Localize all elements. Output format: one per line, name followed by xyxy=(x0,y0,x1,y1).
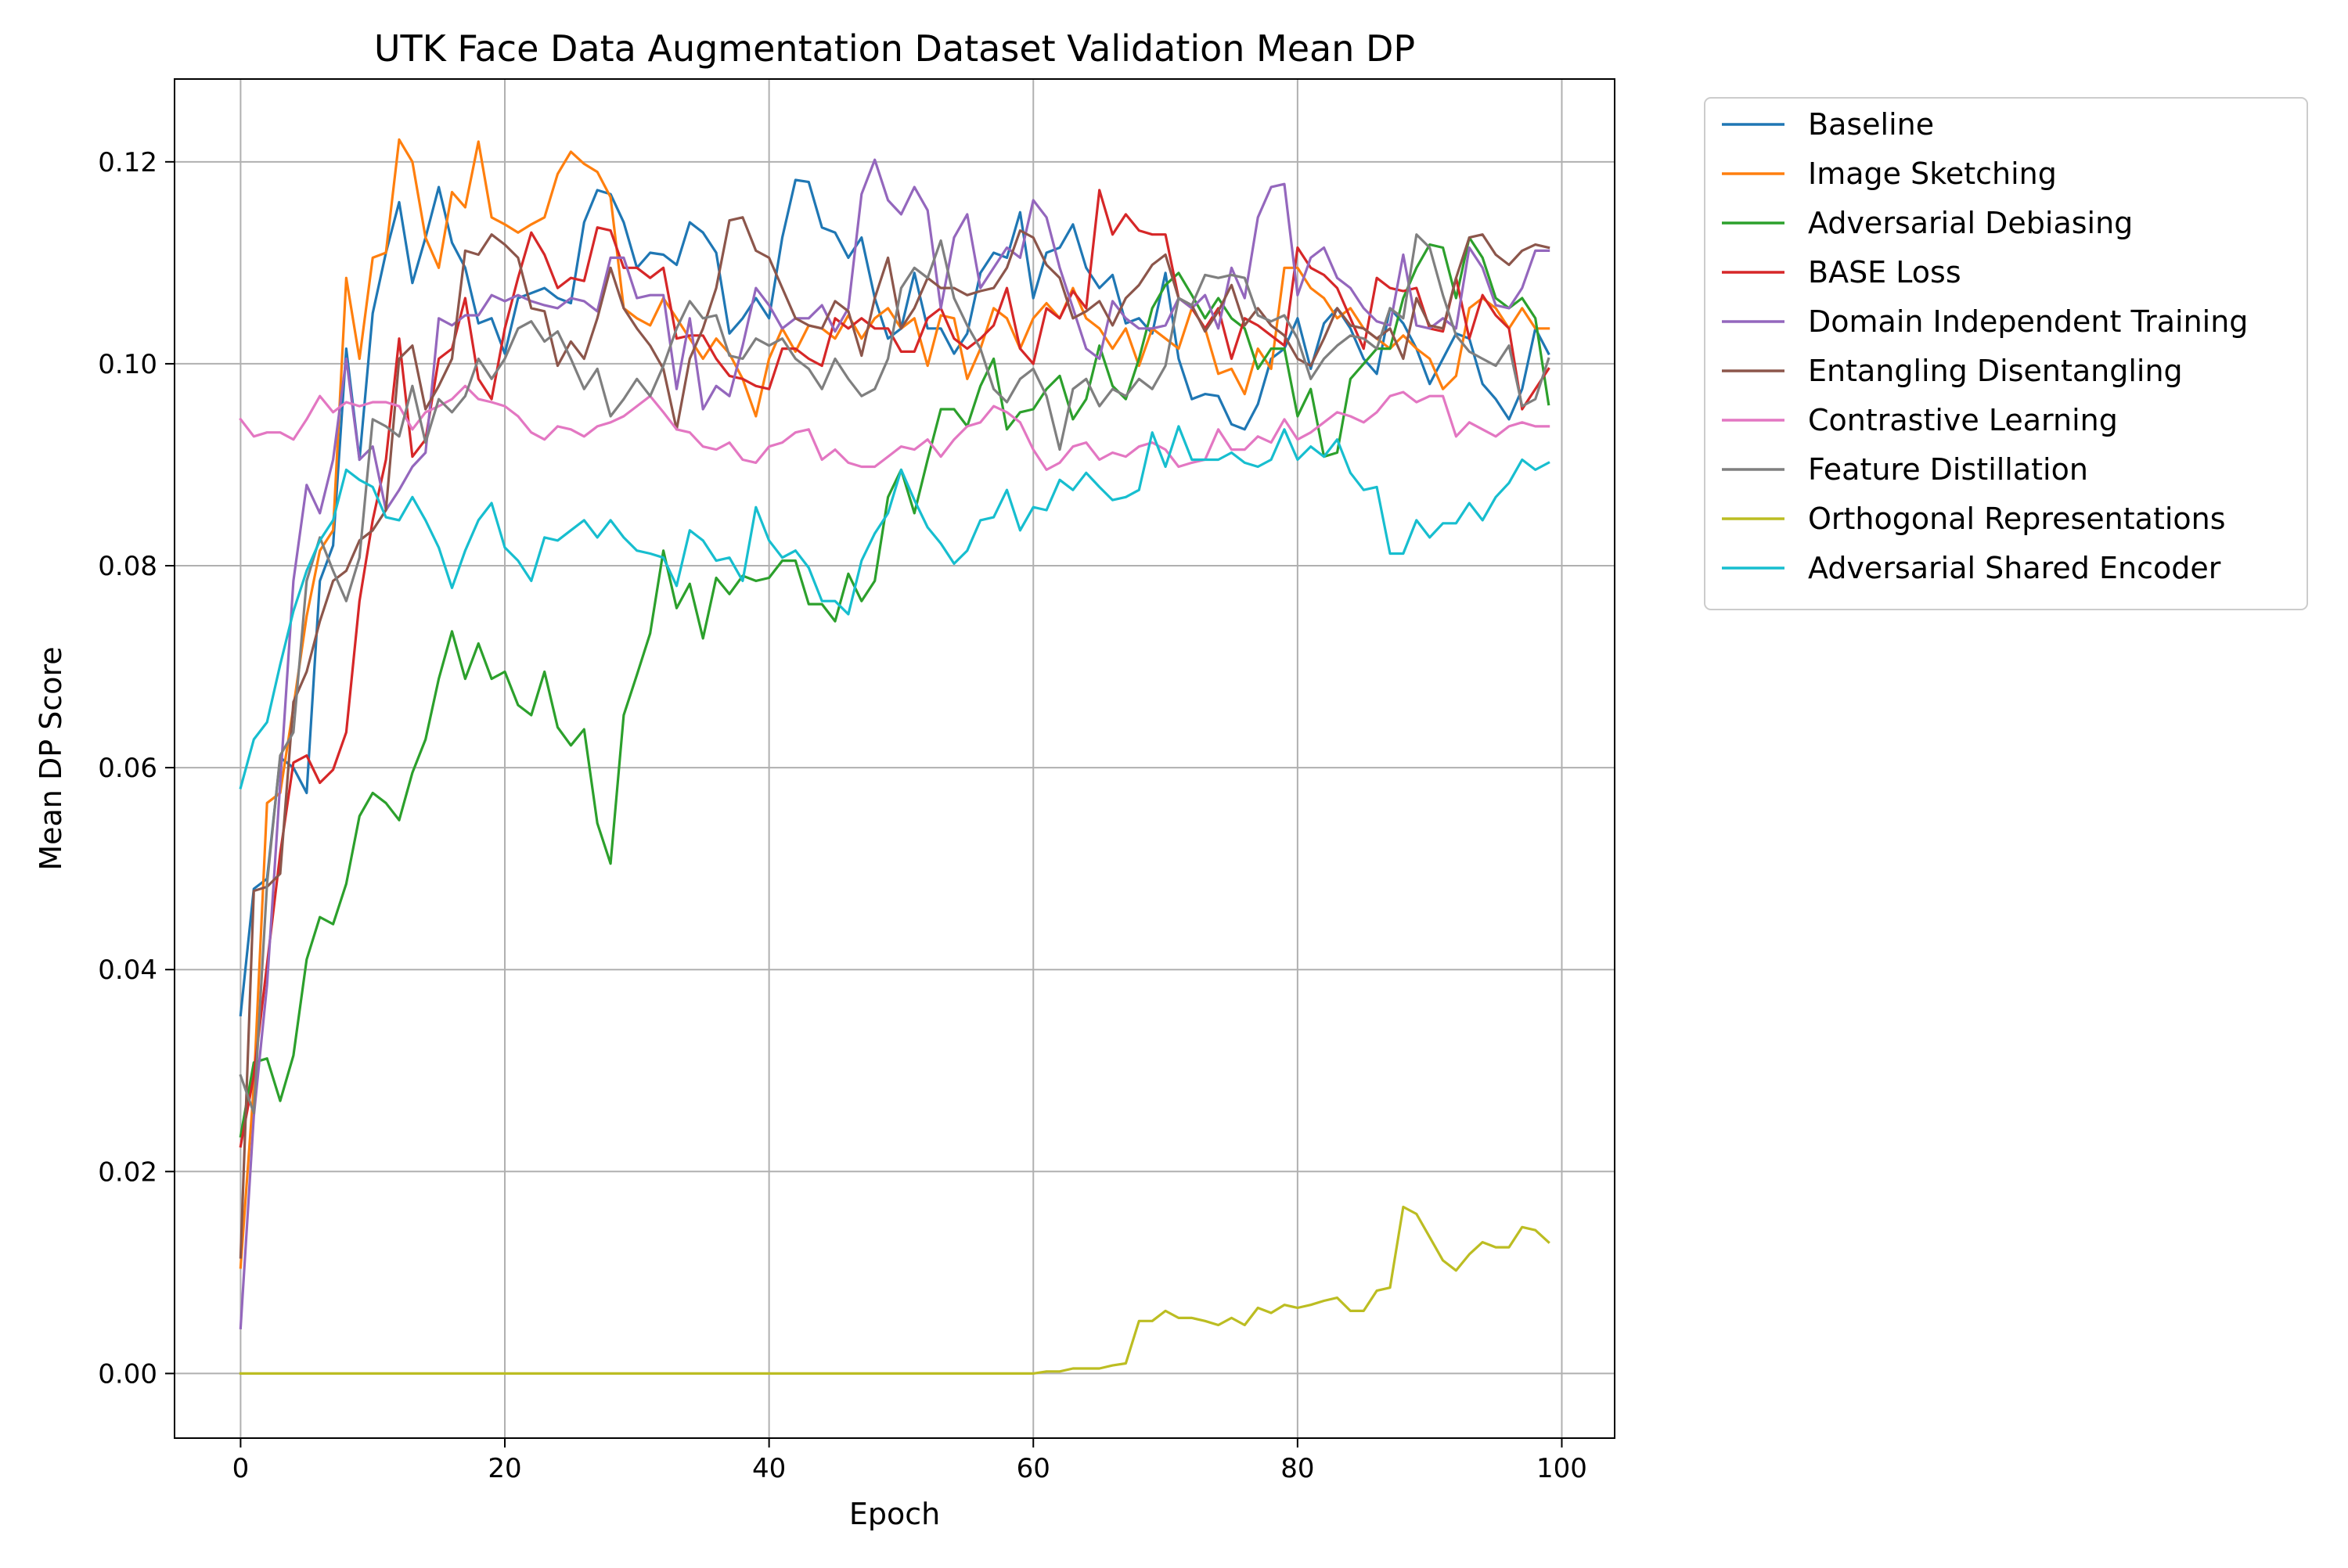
legend-entry-label: Image Sketching xyxy=(1808,156,2057,191)
x-tick-label: 40 xyxy=(752,1453,786,1484)
series-line-baseline xyxy=(239,178,1550,1017)
x-tick-label: 100 xyxy=(1536,1453,1587,1484)
y-tick-label: 0.06 xyxy=(98,753,157,784)
series-line-domain-independent-training xyxy=(239,158,1550,1329)
y-tick-label: 0.04 xyxy=(98,955,157,986)
y-tick-label: 0.02 xyxy=(98,1156,157,1188)
legend-entry-label: BASE Loss xyxy=(1808,255,1961,290)
plot-frame xyxy=(174,78,1615,1439)
legend-entry-label: Baseline xyxy=(1808,107,1934,142)
x-tick-label: 80 xyxy=(1280,1453,1314,1484)
y-tick-label: 0.00 xyxy=(98,1358,157,1390)
legend-box xyxy=(1704,97,2308,610)
series-line-contrastive-learning xyxy=(239,384,1550,472)
series-line-entangling-disentangling xyxy=(239,216,1550,1259)
series-line-adversarial-debiasing xyxy=(239,236,1550,1138)
x-tick-label: 20 xyxy=(488,1453,521,1484)
legend-entry-label: Adversarial Shared Encoder xyxy=(1808,551,2221,585)
x-axis-label: Epoch xyxy=(849,1497,940,1531)
legend-entry-label: Entangling Disentangling xyxy=(1808,354,2183,388)
y-tick-label: 0.08 xyxy=(98,551,157,582)
y-axis-label: Mean DP Score xyxy=(34,646,68,870)
chart-title: UTK Face Data Augmentation Dataset Valid… xyxy=(374,27,1415,70)
legend-entry-label: Contrastive Learning xyxy=(1808,403,2118,437)
y-tick-label: 0.10 xyxy=(98,349,157,380)
axis-ticks: 0 20 40 60 80 100 0.00 0.02 0.04 0.06 0.08 0.10 0.12 xyxy=(98,147,1587,1484)
series-lines xyxy=(239,138,1550,1376)
x-tick-label: 60 xyxy=(1017,1453,1050,1484)
x-tick-label: 0 xyxy=(232,1453,250,1484)
legend-entry-label: Domain Independent Training xyxy=(1808,304,2248,339)
series-line-orthogonal-representations xyxy=(239,1205,1550,1376)
legend: Baseline Image Sketching Adversarial Debia… xyxy=(1704,97,2308,610)
legend-entry-label: Adversarial Debiasing xyxy=(1808,206,2133,240)
legend-entry-label: Orthogonal Representations xyxy=(1808,502,2226,536)
legend-entry-label: Feature Distillation xyxy=(1808,452,2088,487)
series-line-adversarial-shared-encoder xyxy=(239,425,1550,789)
y-tick-label: 0.12 xyxy=(98,147,157,178)
series-line-base-loss xyxy=(239,189,1550,1148)
series-line-feature-distillation xyxy=(239,233,1550,1115)
